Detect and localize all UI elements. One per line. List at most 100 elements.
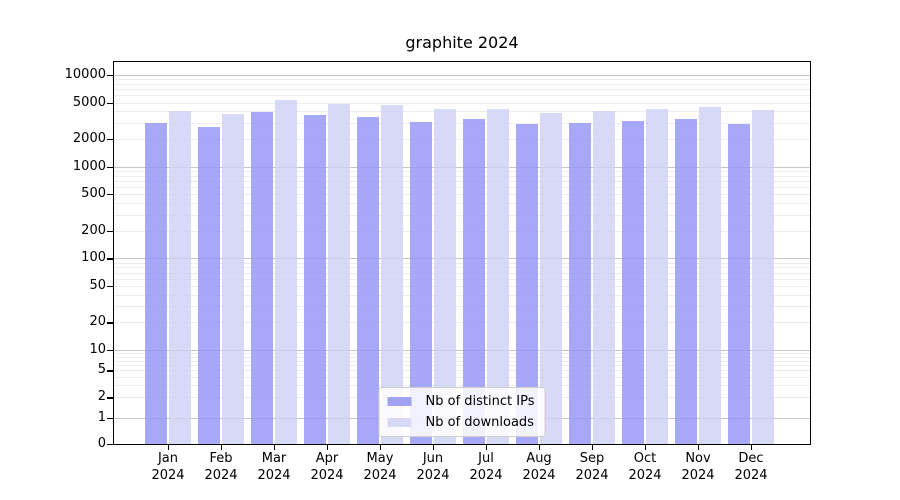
gridline-minor [114, 180, 810, 182]
bar-distinct-ips [516, 124, 538, 444]
legend-label-distinct-ips: Nb of distinct IPs [425, 394, 535, 409]
gridline-minor [114, 139, 810, 140]
x-tick-mark [433, 445, 435, 450]
gridline-minor [114, 285, 810, 287]
gridline-minor [114, 294, 810, 296]
x-tick-mark [221, 445, 223, 450]
bar-distinct-ips [728, 124, 750, 444]
y-tick-label: 1000 [72, 158, 106, 174]
x-tick-label: Apr 2024 [310, 451, 344, 483]
x-tick-mark [751, 445, 753, 450]
x-tick-mark [698, 445, 700, 450]
gridline-minor [114, 203, 810, 205]
gridline-minor [114, 262, 810, 264]
bar-distinct-ips [622, 121, 644, 444]
x-tick-mark [592, 445, 594, 450]
gridline-major [114, 350, 810, 351]
bar-downloads [699, 107, 721, 444]
bar-downloads [169, 110, 191, 444]
gridline-minor [114, 194, 810, 196]
x-tick-label: Sep 2024 [575, 451, 609, 483]
gridline-minor [114, 385, 810, 387]
gridline-minor [114, 376, 810, 378]
bar-downloads [752, 110, 774, 444]
x-tick-label: Jun 2024 [416, 451, 450, 483]
x-tick-mark [486, 445, 488, 450]
gridline-minor [114, 95, 810, 97]
gridline-minor [114, 353, 810, 355]
x-tick-label: Jul 2024 [469, 451, 503, 483]
gridline-minor [114, 122, 810, 124]
bar-downloads [381, 105, 403, 444]
x-tick-label: May 2024 [363, 451, 397, 483]
gridline-major [114, 166, 810, 168]
gridline-minor [114, 230, 810, 232]
x-tick-label: Jan 2024 [151, 451, 185, 483]
bar-distinct-ips [251, 111, 273, 444]
gridline-minor [114, 111, 810, 113]
legend-entry-distinct-ips: Nb of distinct IPs [387, 393, 535, 410]
y-tick-label: 5 [97, 362, 106, 378]
x-tick-mark [645, 445, 647, 450]
bar-distinct-ips [410, 122, 432, 444]
bar-downloads [275, 99, 297, 444]
bar-distinct-ips [675, 119, 697, 444]
gridline-minor [114, 175, 810, 177]
bar-downloads [593, 111, 615, 444]
bar-downloads [434, 108, 456, 444]
y-tick-mark [107, 230, 113, 232]
legend-entry-downloads: Nb of downloads [387, 414, 535, 431]
x-tick-label: Dec 2024 [734, 451, 768, 483]
x-tick-label: Oct 2024 [628, 451, 662, 483]
y-tick-mark [107, 102, 113, 104]
gridline-minor [114, 278, 810, 280]
gridline-minor [114, 83, 810, 85]
gridline-minor [114, 89, 810, 91]
y-tick-label: 100 [81, 250, 106, 266]
gridline-minor [114, 356, 810, 358]
y-tick-label: 2 [97, 389, 106, 405]
x-tick-mark [168, 445, 170, 450]
legend-swatch-downloads-icon [387, 418, 412, 427]
plot-area: Nb of distinct IPs Nb of downloads [113, 61, 811, 445]
bar-downloads [540, 113, 562, 444]
x-tick-label: Nov 2024 [681, 451, 715, 483]
y-tick-label: 0 [97, 436, 106, 451]
y-tick-label: 5000 [72, 94, 106, 110]
y-tick-label: 10 [89, 342, 106, 357]
y-tick-mark [107, 397, 113, 399]
legend-label-downloads: Nb of downloads [425, 415, 534, 430]
y-tick-mark [107, 74, 113, 77]
y-tick-mark [107, 417, 113, 419]
bar-distinct-ips [463, 119, 485, 444]
y-tick-mark [107, 285, 113, 288]
gridline-minor [114, 360, 810, 362]
y-tick-label: 200 [81, 222, 106, 238]
bar-distinct-ips [304, 114, 326, 444]
gridline-minor [114, 272, 810, 274]
y-tick-label: 50 [89, 277, 106, 293]
x-tick-label: Mar 2024 [257, 451, 291, 483]
y-tick-mark [107, 322, 113, 324]
x-tick-label: Aug 2024 [522, 451, 556, 483]
y-tick-label: 500 [81, 186, 106, 202]
gridline-minor [114, 306, 810, 308]
y-tick-mark [107, 139, 113, 141]
x-tick-label: Feb 2024 [204, 451, 238, 483]
y-tick-mark [107, 350, 113, 352]
bar-downloads [222, 113, 244, 444]
gridline-major [114, 258, 810, 260]
y-tick-mark [107, 194, 113, 196]
gridline-minor [114, 79, 810, 81]
y-tick-label: 20 [89, 314, 106, 330]
bar-downloads [487, 108, 509, 444]
bar-downloads [328, 103, 350, 444]
gridline-minor [114, 186, 810, 188]
y-tick-label: 10000 [64, 66, 106, 82]
x-tick-mark [539, 445, 541, 450]
x-tick-mark [274, 445, 276, 450]
bar-downloads [646, 109, 668, 444]
y-tick-mark [107, 166, 113, 168]
bar-distinct-ips [357, 116, 379, 444]
